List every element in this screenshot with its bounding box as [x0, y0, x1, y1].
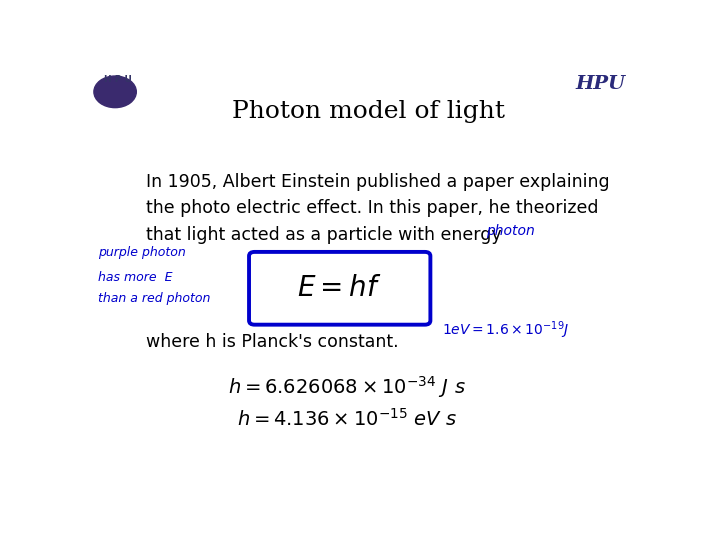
Text: HPU: HPU [576, 75, 626, 93]
Text: purple photon: purple photon [99, 246, 186, 259]
Text: where h is Planck's constant.: where h is Planck's constant. [145, 333, 398, 351]
Text: Photon model of light: Photon model of light [233, 100, 505, 123]
Text: $1eV = 1.6\times10^{-19}J$: $1eV = 1.6\times10^{-19}J$ [441, 320, 569, 341]
Text: than a red photon: than a red photon [99, 292, 211, 305]
Text: $E = hf$: $E = hf$ [297, 275, 382, 302]
Circle shape [94, 76, 136, 107]
FancyBboxPatch shape [249, 252, 431, 325]
Text: $h = 4.136 \times 10^{-15}\ eV\ s$: $h = 4.136 \times 10^{-15}\ eV\ s$ [237, 408, 456, 430]
Text: In 1905, Albert Einstein published a paper explaining
the photo electric effect.: In 1905, Albert Einstein published a pap… [145, 173, 609, 244]
Text: photon: photon [486, 224, 535, 238]
Text: $h = 6.626068 \times 10^{-34}\ J\ s$: $h = 6.626068 \times 10^{-34}\ J\ s$ [228, 375, 466, 401]
Text: has more  E: has more E [99, 271, 173, 284]
Text: H P U: H P U [104, 75, 132, 84]
